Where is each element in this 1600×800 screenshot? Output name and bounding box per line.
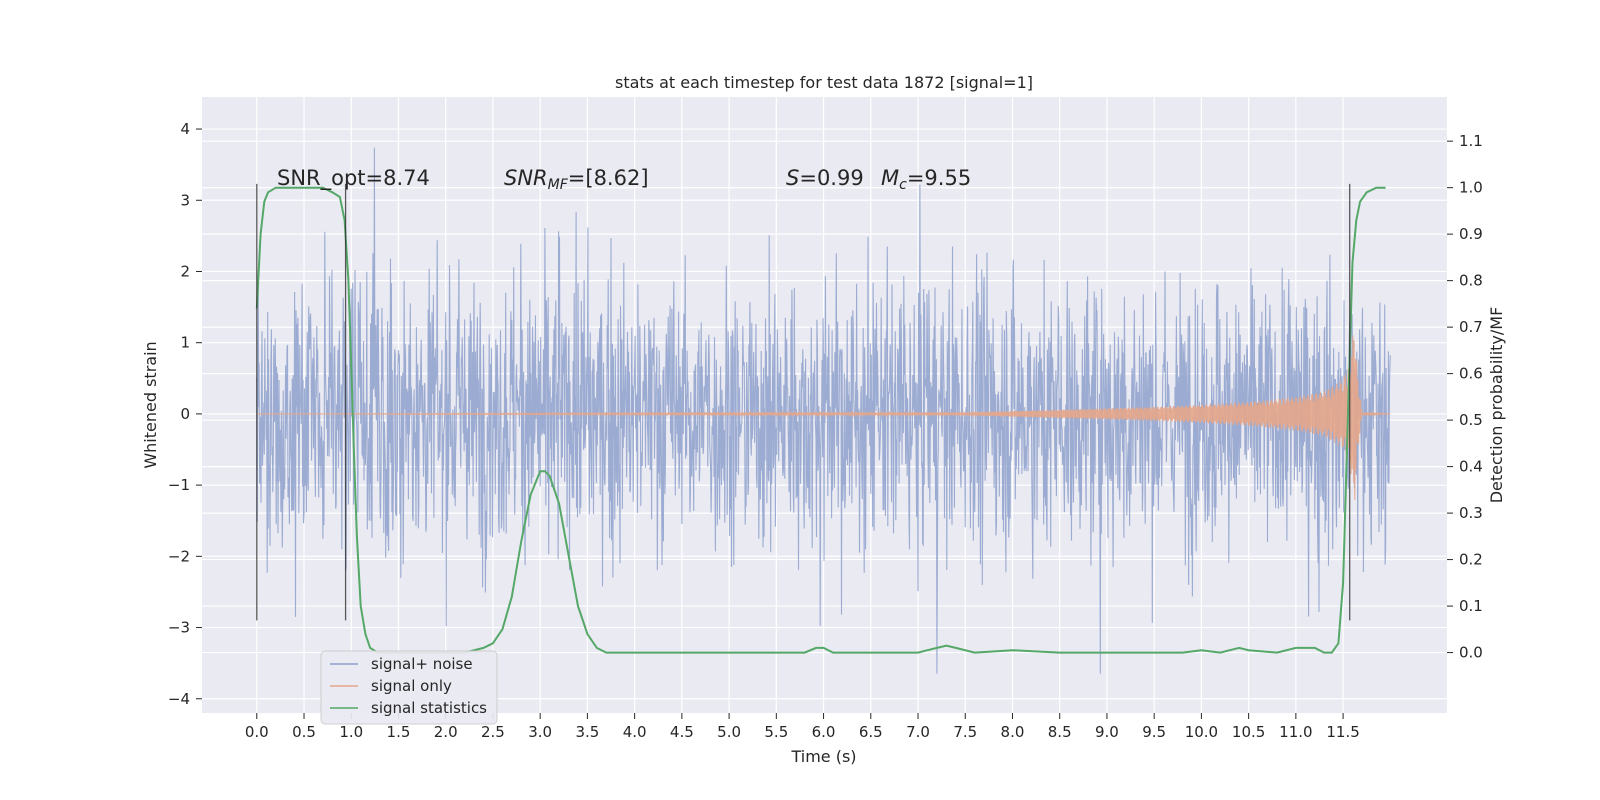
x-tick-label: 8.0 [1001,723,1025,741]
y-right-tick-label: 1.1 [1459,132,1483,150]
chart-title: stats at each timestep for test data 187… [615,73,1033,92]
x-tick-label: 0.5 [292,723,316,741]
x-tick-label: 0.0 [245,723,269,741]
x-tick-label: 9.5 [1142,723,1166,741]
x-tick-label: 9.0 [1095,723,1119,741]
x-tick-label: 3.0 [528,723,552,741]
y-right-tick-label: 0.7 [1459,318,1483,336]
x-tick-label: 7.0 [906,723,930,741]
x-tick-label: 2.0 [434,723,458,741]
x-tick-label: 10.5 [1232,723,1265,741]
signal-only-line [256,335,1391,500]
series-signal-only [256,335,1391,500]
y-right-axis-label: Detection probability/MF [1487,307,1506,504]
y-right-tick-label: 0.8 [1459,272,1483,290]
legend-label-signal-noise: signal+ noise [371,655,473,673]
y-left-tick-label: 4 [180,120,190,138]
annotation-s-symbol: S [786,166,799,190]
series-signal-noise [256,147,1391,674]
annotation-snr-mf-value: =[8.62] [568,166,649,190]
y-left-tick-label: 3 [180,191,190,209]
x-tick-label: 5.0 [717,723,741,741]
annotation-mc-value: =9.55 [907,166,971,190]
x-tick-label: 6.0 [812,723,836,741]
legend-box [320,650,498,725]
x-tick-label: 5.5 [764,723,788,741]
y-right-tick-label: 0.3 [1459,504,1483,522]
y-left-tick-label: 0 [180,405,190,423]
annotation-snr-mf-symbol: SNR [504,166,548,190]
y-left-axis-label: Whitened strain [141,341,160,468]
series-signal-statistics [255,186,1386,654]
y-right-tick-label: 0.5 [1459,411,1483,429]
y-right-tick-label: 0.1 [1459,597,1483,615]
x-tick-label: 10.0 [1185,723,1218,741]
y-left-tick-label: −1 [168,476,190,494]
annotation-s-value: =0.99 [799,166,863,190]
signal-statistics-line [255,186,1386,654]
y-left-tick-label: 1 [180,334,190,352]
x-tick-label: 11.5 [1326,723,1359,741]
annotation-snr-opt: SNR_opt=8.74 [277,166,430,191]
annotation-mc: Mc=9.55 [881,166,971,193]
annotation-mc-symbol: M [881,166,899,190]
y-left-tick-label: −4 [168,690,190,708]
x-tick-label: 7.5 [953,723,977,741]
signal-noise-line [256,147,1391,674]
x-tick-label: 3.5 [575,723,599,741]
y-left-axis-ticks: 4 3 2 1 0 −1 −2 −3 −4 [168,120,202,708]
x-tick-label: 1.0 [339,723,363,741]
x-tick-label: 6.5 [859,723,883,741]
x-tick-label: 2.5 [481,723,505,741]
legend: signal+ noise signal only signal statist… [320,650,498,725]
y-left-tick-label: −3 [168,619,190,637]
annotation-snr-mf: SNRMF=[8.62] [504,166,649,193]
annotation-snr-mf-subscript: MF [548,177,569,193]
y-right-tick-label: 0.0 [1459,644,1483,662]
x-tick-label: 4.0 [623,723,647,741]
annotation-s: S=0.99 [786,166,864,190]
legend-label-signal-only: signal only [371,677,452,695]
y-right-tick-label: 0.9 [1459,225,1483,243]
x-axis-label: Time (s) [790,747,856,766]
x-tick-label: 11.0 [1279,723,1312,741]
legend-label-signal-statistics: signal statistics [371,699,487,717]
x-tick-label: 1.5 [387,723,411,741]
y-right-tick-label: 0.4 [1459,458,1483,476]
x-tick-label: 8.5 [1048,723,1072,741]
y-right-tick-label: 0.2 [1459,551,1483,569]
y-left-tick-label: 2 [180,262,190,280]
x-tick-label: 4.5 [670,723,694,741]
vertical-markers [256,183,1351,621]
y-right-tick-label: 1.0 [1459,179,1483,197]
y-left-tick-label: −2 [168,547,190,565]
annotation-mc-subscript: c [899,177,907,193]
x-axis-ticks: 0.0 0.5 1.0 1.5 2.0 2.5 3.0 3.5 4.0 4.5 5.0 5.5 6.0 6… [245,713,1360,741]
y-right-axis-ticks: 1.1 1.0 0.9 0.8 0.7 0.6 0.5 0.4 0.3 0.2 0.1 0.0 [1447,132,1483,662]
y-right-tick-label: 0.6 [1459,365,1483,383]
